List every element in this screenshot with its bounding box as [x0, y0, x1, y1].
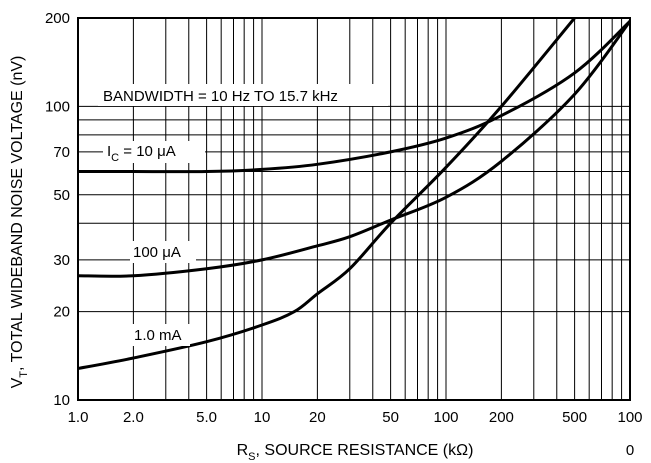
y-tick-label: 30 — [53, 252, 70, 269]
x-tick-label: 2.0 — [123, 409, 144, 426]
x-tick-labels: 1.0 2.0 5.0 10 20 50 100 200 500 100 0 — [68, 409, 643, 459]
bandwidth-label-bg — [98, 84, 388, 106]
label-1ma-bg — [130, 324, 190, 346]
y-tick-labels: 10 20 30 50 70 100 200 — [45, 10, 70, 409]
x-tick-label: 500 — [562, 409, 587, 426]
ic-10ua-label: IC = 10 μA — [107, 143, 176, 164]
series-curves — [78, 18, 630, 370]
x-tick-label: 200 — [489, 409, 514, 426]
y-tick-label: 20 — [53, 304, 70, 321]
label-100ua-bg — [130, 241, 196, 263]
x-tick-label: 100 — [433, 409, 458, 426]
x-tick-label: 20 — [309, 409, 326, 426]
ic-label-bg — [103, 141, 205, 163]
x-tick-label: 10 — [254, 409, 271, 426]
plot-frame — [77, 17, 631, 401]
x-tick-label: 5.0 — [196, 409, 217, 426]
ic-1ma-label: 1.0 mA — [134, 327, 182, 344]
y-tick-label: 10 — [53, 392, 70, 409]
y-tick-label: 70 — [53, 144, 70, 161]
y-tick-label: 50 — [53, 187, 70, 204]
y-tick-label: 200 — [45, 10, 70, 27]
series-ic-100ua — [78, 20, 630, 278]
y-tick-label: 100 — [45, 98, 70, 115]
x-axis-label: RS, SOURCE RESISTANCE (kΩ) — [237, 442, 474, 463]
x-tick-label-wrap: 0 — [626, 442, 634, 459]
x-tick-label: 100 — [617, 409, 642, 426]
x-tick-label: 50 — [382, 409, 399, 426]
series-ic-1ma — [78, 18, 576, 370]
x-tick-label: 1.0 — [68, 409, 89, 426]
y-axis-label: VT, TOTAL WIDEBAND NOISE VOLTAGE (nV) — [9, 56, 30, 389]
ic-100ua-label: 100 μA — [133, 244, 181, 261]
series-ic-10ua — [78, 20, 630, 174]
bandwidth-label: BANDWIDTH = 10 Hz TO 15.7 kHz — [103, 88, 338, 105]
